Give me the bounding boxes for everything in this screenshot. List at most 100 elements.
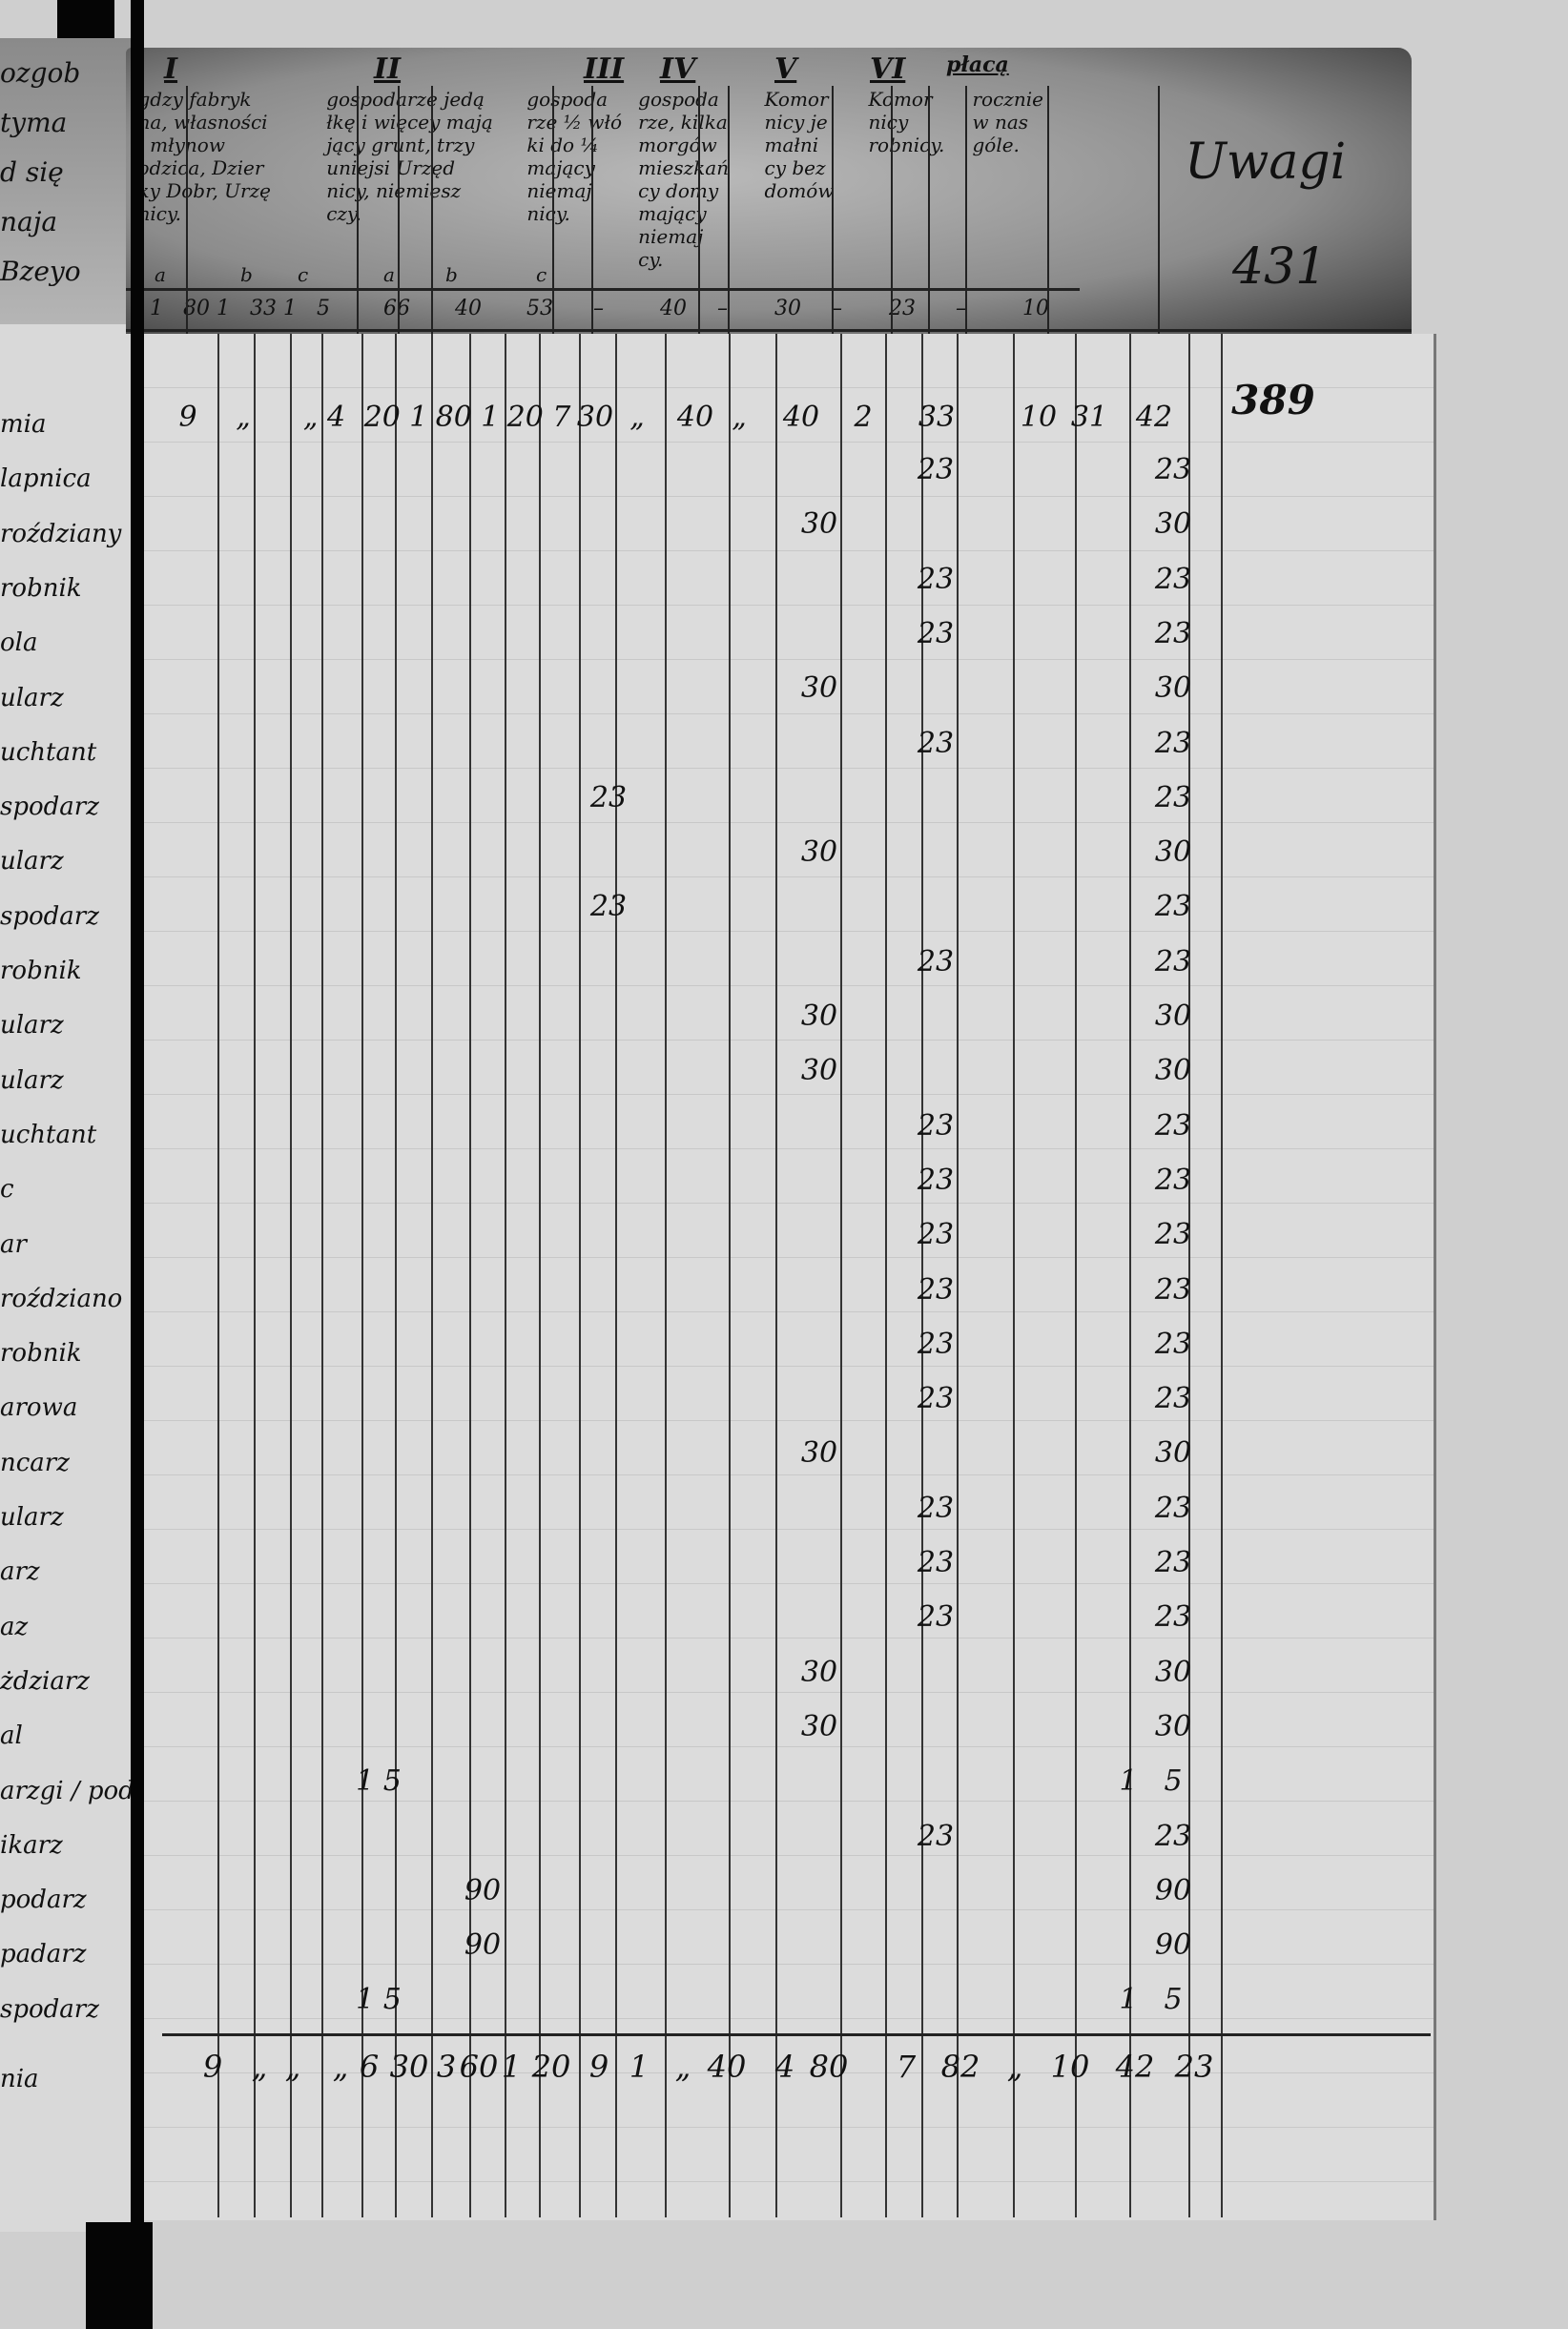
rate-value: –: [832, 297, 842, 320]
column-line: [1129, 334, 1131, 2217]
column-line: [254, 334, 256, 2217]
uwagi-heading: Uwagi: [1185, 134, 1347, 191]
ledger-cell: 23: [1154, 1491, 1192, 1525]
column-line: [579, 334, 581, 2217]
facing-total-label: nia: [0, 2065, 39, 2093]
binding-edge: [131, 0, 144, 2329]
header-column-line: [727, 86, 730, 334]
column-line: [1075, 334, 1077, 2217]
ledger-cell: 23: [917, 1327, 955, 1361]
rate-value: 30: [774, 297, 801, 320]
ledger-cell: 23: [1154, 726, 1192, 760]
ledger-cell: 90: [1154, 1873, 1192, 1907]
facing-name: roździany: [0, 519, 122, 548]
facing-header-fragment: Bzeyo: [0, 256, 81, 287]
ledger-cell: „ 4: [302, 401, 346, 434]
total-value: 80: [809, 2049, 849, 2085]
ledger-cell: 30: [800, 1436, 838, 1471]
ledger-cell: 23: [589, 890, 628, 924]
header-column-line: [185, 86, 188, 334]
ledger-cell: 23: [1154, 890, 1192, 924]
total-value: 20: [531, 2049, 571, 2085]
total-value: 6: [359, 2049, 380, 2085]
column-heading-text: gospoda rze, kilka morgów mieszkań cy do…: [638, 88, 730, 271]
facing-name: roździano: [0, 1284, 123, 1313]
subcolumn-letter: c: [536, 263, 547, 286]
ledger-cell: 90: [464, 1873, 502, 1907]
ledger-cell: 5: [1164, 1983, 1183, 2017]
rate-value: 40: [660, 297, 687, 320]
ledger-cell: 23: [1154, 616, 1192, 650]
ledger-cell: 30: [1154, 1054, 1192, 1088]
total-value: 40: [707, 2049, 747, 2085]
ledger-cell: 23: [1154, 1218, 1192, 1252]
total-value: 9: [588, 2049, 609, 2085]
facing-name: spodarz: [0, 901, 99, 931]
column-line: [217, 334, 219, 2217]
facing-page: ozgob tyma d się naja Bzeyo mia lapnica roździa…: [0, 38, 174, 2232]
ledger-cell: 23: [1154, 1327, 1192, 1361]
total-value: 60: [459, 2049, 499, 2085]
ledger-cell: 30: [1154, 1709, 1192, 1743]
ledger-cell: 30: [800, 835, 838, 870]
ledger-cell: 33: [918, 401, 956, 434]
rate-value: 10: [1022, 297, 1049, 320]
ledger-cell: 23: [1154, 1819, 1192, 1853]
column-heading-text: gospodarze jedą łkę i więcey mają jący g…: [326, 88, 493, 225]
rate-value: 23: [889, 297, 916, 320]
column-numeral: IV: [660, 52, 696, 86]
ledger-cell: 23: [917, 562, 955, 596]
facing-name: ola: [0, 629, 38, 658]
ledger-cell: 23: [917, 944, 955, 979]
header-rule: [126, 329, 1412, 332]
ledger-cell: 30: [1154, 1000, 1192, 1033]
ledger-cell: 30: [800, 507, 838, 542]
rate-value: 66: [383, 297, 410, 320]
facing-header-fragment: ozgob: [0, 57, 81, 89]
ledger-cell: 23: [917, 1272, 955, 1307]
facing-name: ncarz: [0, 1448, 70, 1477]
column-line: [921, 334, 923, 2217]
total-value: 1: [629, 2049, 650, 2085]
ledger-cell: 23: [917, 1600, 955, 1635]
ledger-cell: 30: [800, 1000, 838, 1033]
ledger-cell: 1 5: [356, 1983, 402, 2017]
facing-name: robnik: [0, 957, 82, 985]
ledger-cell: 90: [464, 1928, 502, 1963]
facing-name: uchtant: [0, 1120, 97, 1149]
ledger-cell: 23: [917, 726, 955, 760]
total-value: 1: [501, 2049, 522, 2085]
ledger-cell: 30: [1154, 1436, 1192, 1471]
total-value: „: [332, 2049, 349, 2085]
header-column-line: [965, 86, 968, 334]
page-number: 389: [1231, 377, 1315, 423]
facing-page-header: [0, 38, 131, 324]
column-numeral: III: [584, 52, 625, 86]
column-line: [505, 334, 506, 2217]
ledger-cell: 23: [1154, 562, 1192, 596]
facing-name: ularz: [0, 1011, 64, 1041]
ledger-cell: 2: [854, 401, 873, 434]
column-line: [729, 334, 731, 2217]
ledger-cell: 90: [1154, 1928, 1192, 1963]
ledger-cell: 23: [1154, 1108, 1192, 1143]
ledger-cell: 23: [1154, 1382, 1192, 1416]
rate-value: –: [593, 297, 604, 320]
rate-value: 33: [250, 297, 277, 320]
column-line: [1013, 334, 1015, 2217]
header-column-line: [928, 86, 931, 334]
ledger-cell: „: [629, 401, 645, 434]
total-value: 4: [774, 2049, 795, 2085]
column-line: [1221, 334, 1223, 2217]
total-value: 23: [1174, 2049, 1214, 2085]
header-column-line: [590, 86, 593, 334]
ledger-cell: 30: [1154, 507, 1192, 542]
total-rule: [162, 2033, 1431, 2036]
ledger-cell: 30: [800, 1054, 838, 1088]
ledger-cell: 31: [1070, 401, 1108, 434]
facing-name: robnik: [0, 1339, 82, 1369]
facing-name: mia: [0, 410, 47, 439]
column-line: [840, 334, 842, 2217]
ledger-cell: 23: [1154, 1163, 1192, 1197]
total-value: 9: [202, 2049, 223, 2085]
